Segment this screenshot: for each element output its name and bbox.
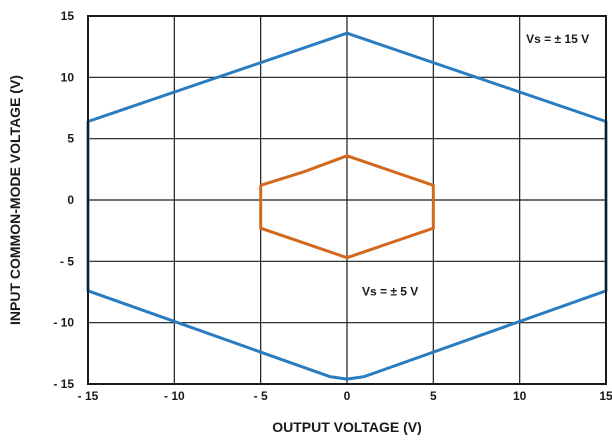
series-line-2 (259, 154, 435, 260)
x-tick-label: 15 (599, 389, 612, 403)
series-group (86, 31, 608, 381)
x-tick-label: - 5 (254, 389, 268, 403)
x-tick-label: 10 (513, 389, 527, 403)
y-tick-label: 15 (61, 9, 75, 23)
x-axis-title: OUTPUT VOLTAGE (V) (272, 419, 422, 435)
y-tick-label: 5 (67, 132, 74, 146)
y-tick-labels: - 15 - 10 - 5 0 5 10 15 (53, 9, 74, 391)
x-tick-label: 0 (344, 389, 351, 403)
y-tick-label: - 5 (60, 254, 74, 268)
x-tick-labels: - 15 - 10 - 5 0 5 10 15 (78, 389, 612, 403)
y-tick-label: - 10 (53, 316, 74, 330)
series-annotation-1: Vs = ± 15 V (526, 32, 589, 46)
x-tick-label: - 15 (78, 389, 99, 403)
grid-lines (88, 16, 606, 384)
y-tick-label: - 15 (53, 377, 74, 391)
series-line-1 (86, 31, 608, 381)
annotations: Vs = ± 15 V Vs = ± 5 V (362, 32, 589, 299)
x-tick-label: 5 (430, 389, 437, 403)
series-annotation-2: Vs = ± 5 V (362, 285, 418, 299)
y-tick-label: 0 (67, 193, 74, 207)
y-tick-label: 10 (61, 70, 75, 84)
plot-frame (87, 15, 607, 385)
y-axis-title: INPUT COMMON-MODE VOLTAGE (V) (7, 75, 23, 325)
x-tick-label: - 10 (164, 389, 185, 403)
